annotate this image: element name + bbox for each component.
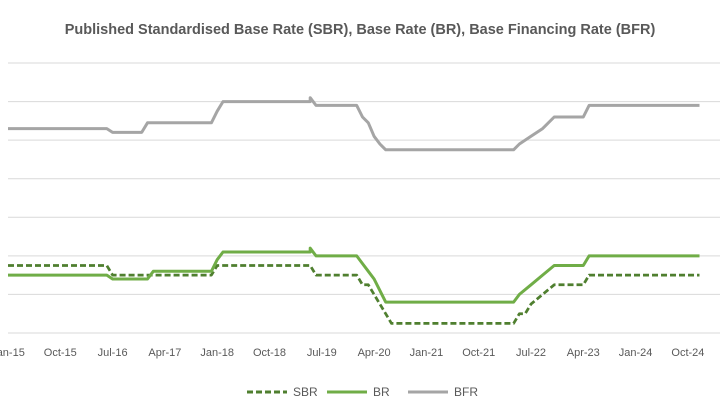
series-line-sbr — [8, 264, 700, 325]
series-layer — [8, 96, 700, 325]
legend-label-br: BR — [373, 385, 390, 399]
legend-label-sbr: SBR — [293, 385, 318, 399]
x-tick-label: Oct-24 — [671, 347, 704, 359]
series-line-br — [8, 246, 700, 304]
x-tick-label: Jan-18 — [200, 347, 234, 359]
chart-title: Published Standardised Base Rate (SBR), … — [65, 22, 656, 38]
x-tick-label: Apr-20 — [358, 347, 391, 359]
x-tick-label: Oct-15 — [44, 347, 77, 359]
x-tick-label: Jul-16 — [98, 347, 128, 359]
x-tick-label: Jan-24 — [619, 347, 653, 359]
x-tick-label: Jan-15 — [0, 347, 25, 359]
x-tick-label: Jan-21 — [410, 347, 444, 359]
series-line-bfr — [8, 96, 700, 152]
x-tick-label: Jul-22 — [516, 347, 546, 359]
legend: SBR BR BFR — [247, 385, 478, 399]
x-axis-ticks: Jan-15 Oct-15 Jul-16 Apr-17 Jan-18 Oct-18 Jul-… — [0, 347, 704, 359]
x-tick-label: Oct-21 — [462, 347, 495, 359]
legend-label-bfr: BFR — [454, 385, 478, 399]
gridlines — [8, 62, 720, 334]
x-tick-label: Apr-17 — [148, 347, 181, 359]
x-tick-label: Apr-23 — [567, 347, 600, 359]
x-tick-label: Jul-19 — [307, 347, 337, 359]
x-tick-label: Oct-18 — [253, 347, 286, 359]
